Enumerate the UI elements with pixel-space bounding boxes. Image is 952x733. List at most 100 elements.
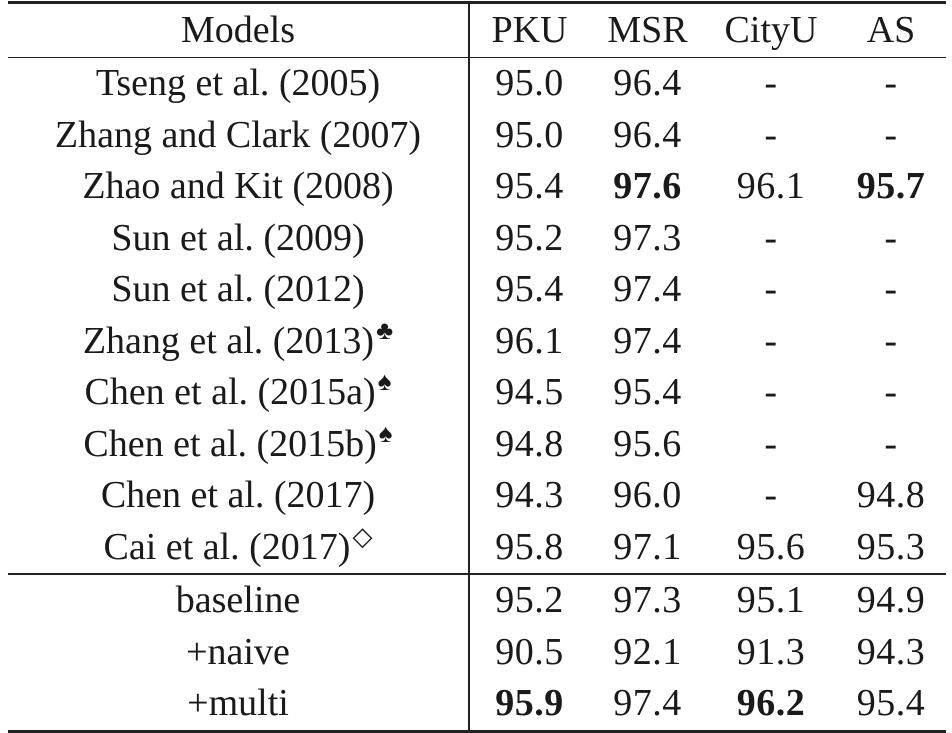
model-name: Tseng et al. (2005) <box>95 62 381 105</box>
model-name-cell: Sun et al. (2012) <box>8 264 470 316</box>
cityu-score-cell: - <box>764 113 778 156</box>
model-name: Zhang et al. (2013) <box>82 319 375 362</box>
msr-score-cell: 97.4 <box>589 678 706 733</box>
model-name-cell: Chen et al. (2015a)♠ <box>8 367 470 419</box>
as-score-cell: 95.4 <box>836 678 946 733</box>
table-row: Sun et al. (2009) 95.2 97.3 - - <box>8 212 946 264</box>
model-name: Sun et al. (2009) <box>111 216 365 259</box>
model-name: +naive <box>186 630 290 673</box>
cityu-score-cell: - <box>764 371 778 414</box>
model-name: baseline <box>175 579 301 622</box>
model-name: Zhao and Kit (2008) <box>82 165 394 208</box>
as-score-cell: 94.9 <box>836 573 946 627</box>
as-score-cell: - <box>884 216 898 259</box>
header-row: Models PKU MSR CityU AS <box>8 2 946 58</box>
table-row: Sun et al. (2012) 95.4 97.4 - - <box>8 264 946 316</box>
model-name-cell: Cai et al. (2017)◇ <box>8 521 470 574</box>
footnote-mark: ◇ <box>352 521 373 551</box>
footnote-mark: ♣ <box>376 315 394 345</box>
model-name: Chen et al. (2017) <box>100 474 376 517</box>
pku-score-cell: 95.9 <box>469 678 589 733</box>
msr-score-cell: 95.4 <box>613 371 682 414</box>
header-models: Models <box>8 2 470 58</box>
header-cityu: CityU <box>706 2 836 58</box>
msr-score-cell: 96.0 <box>613 474 682 517</box>
pku-score-cell: 95.2 <box>469 573 589 627</box>
cityu-score-cell: 91.3 <box>736 630 806 673</box>
table-row: Chen et al. (2017) 94.3 96.0 - 94.8 <box>8 470 946 522</box>
msr-score-cell: 97.1 <box>613 525 682 568</box>
table-row: Chen et al. (2015b)♠ 94.8 95.6 - - <box>8 418 946 470</box>
as-score-cell: - <box>884 268 898 311</box>
msr-score-cell: 97.6 <box>613 165 682 208</box>
pku-score-cell: 95.0 <box>495 62 564 105</box>
results-table: Models PKU MSR CityU AS Tseng et al. (20… <box>8 1 946 733</box>
cityu-score-cell: - <box>764 319 778 362</box>
msr-score-cell: 97.4 <box>613 319 682 362</box>
msr-score-cell: 97.4 <box>613 268 682 311</box>
msr-score-cell: 96.4 <box>613 62 682 105</box>
model-name: Sun et al. (2012) <box>111 268 365 311</box>
model-name-cell: Zhao and Kit (2008) <box>8 161 470 213</box>
cityu-score-cell: - <box>764 216 778 259</box>
pku-score-cell: 95.0 <box>495 113 564 156</box>
pku-score-cell: 94.8 <box>495 422 564 465</box>
as-score-cell: - <box>884 113 898 156</box>
cityu-score-cell: 95.6 <box>736 525 806 568</box>
as-score-cell: 94.8 <box>856 474 926 517</box>
pku-score-cell: 94.3 <box>495 474 564 517</box>
table-row: Cai et al. (2017)◇ 95.8 97.1 95.6 95.3 <box>8 521 946 574</box>
msr-score-cell: 92.1 <box>613 630 682 673</box>
table-row: Tseng et al. (2005) 95.0 96.4 - - <box>8 57 946 110</box>
as-score-cell: 95.7 <box>856 165 926 208</box>
results-table-container: Models PKU MSR CityU AS Tseng et al. (20… <box>8 1 946 733</box>
cityu-score-cell: - <box>764 474 778 517</box>
model-name: Chen et al. (2015b) <box>83 422 377 465</box>
cityu-score-cell: - <box>764 62 778 105</box>
table-row: baseline 95.2 97.3 95.1 94.9 <box>8 573 946 627</box>
as-score-cell: - <box>884 371 898 414</box>
model-name-cell: Chen et al. (2017) <box>8 470 470 522</box>
as-score-cell: - <box>884 62 898 105</box>
table-row: Chen et al. (2015a)♠ 94.5 95.4 - - <box>8 367 946 419</box>
footnote-mark: ♠ <box>377 367 392 397</box>
cityu-score-cell: 95.1 <box>706 573 836 627</box>
model-name-cell: +naive <box>8 626 470 678</box>
as-score-cell: 94.3 <box>856 630 926 673</box>
model-name-cell: +multi <box>8 678 470 733</box>
model-name: Chen et al. (2015a) <box>84 371 376 414</box>
pku-score-cell: 95.8 <box>495 525 564 568</box>
table-row: Zhang and Clark (2007) 95.0 96.4 - - <box>8 109 946 161</box>
prior-work-rows: Tseng et al. (2005) 95.0 96.4 - - Zhang and C… <box>8 57 946 574</box>
table-row: Zhao and Kit (2008) 95.4 97.6 96.1 95.7 <box>8 161 946 213</box>
pku-score-cell: 95.4 <box>495 165 564 208</box>
model-name-cell: Zhang et al. (2013)♣ <box>8 315 470 367</box>
model-name: +multi <box>187 682 289 725</box>
as-score-cell: - <box>884 422 898 465</box>
msr-score-cell: 97.3 <box>613 216 682 259</box>
model-name: Zhang and Clark (2007) <box>54 113 422 156</box>
table-row: Zhang et al. (2013)♣ 96.1 97.4 - - <box>8 315 946 367</box>
cityu-score-cell: - <box>764 422 778 465</box>
footnote-mark: ♠ <box>378 418 393 448</box>
pku-score-cell: 94.5 <box>495 371 564 414</box>
as-score-cell: 95.3 <box>856 525 926 568</box>
pku-score-cell: 95.4 <box>495 268 564 311</box>
msr-score-cell: 95.6 <box>613 422 682 465</box>
model-name-cell: Zhang and Clark (2007) <box>8 109 470 161</box>
header-msr: MSR <box>589 2 706 58</box>
as-score-cell: - <box>884 319 898 362</box>
cityu-score-cell: - <box>764 268 778 311</box>
header-as: AS <box>836 2 946 58</box>
proposed-model-rows: baseline 95.2 97.3 95.1 94.9 +naive 90.5 92.1 91… <box>8 573 946 733</box>
model-name: Cai et al. (2017) <box>103 525 351 568</box>
msr-score-cell: 97.3 <box>589 573 706 627</box>
pku-score-cell: 96.1 <box>495 319 564 362</box>
table-row: +multi 95.9 97.4 96.2 95.4 <box>8 678 946 733</box>
model-name-cell: Tseng et al. (2005) <box>8 57 470 110</box>
model-name-cell: Chen et al. (2015b)♠ <box>8 418 470 470</box>
table-row: +naive 90.5 92.1 91.3 94.3 <box>8 626 946 678</box>
cityu-score-cell: 96.1 <box>736 165 806 208</box>
pku-score-cell: 95.2 <box>495 216 564 259</box>
pku-score-cell: 90.5 <box>495 630 564 673</box>
